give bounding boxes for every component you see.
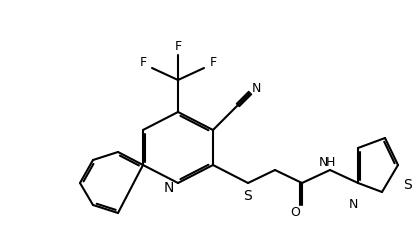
Text: F: F — [209, 55, 217, 69]
Text: N: N — [251, 82, 261, 95]
Text: S: S — [244, 189, 252, 203]
Text: N: N — [164, 181, 174, 195]
Text: F: F — [174, 41, 181, 54]
Text: F: F — [140, 55, 147, 69]
Text: N: N — [348, 199, 358, 212]
Text: O: O — [290, 206, 300, 219]
Text: N: N — [319, 155, 328, 168]
Text: S: S — [404, 178, 413, 192]
Text: H: H — [325, 155, 335, 168]
